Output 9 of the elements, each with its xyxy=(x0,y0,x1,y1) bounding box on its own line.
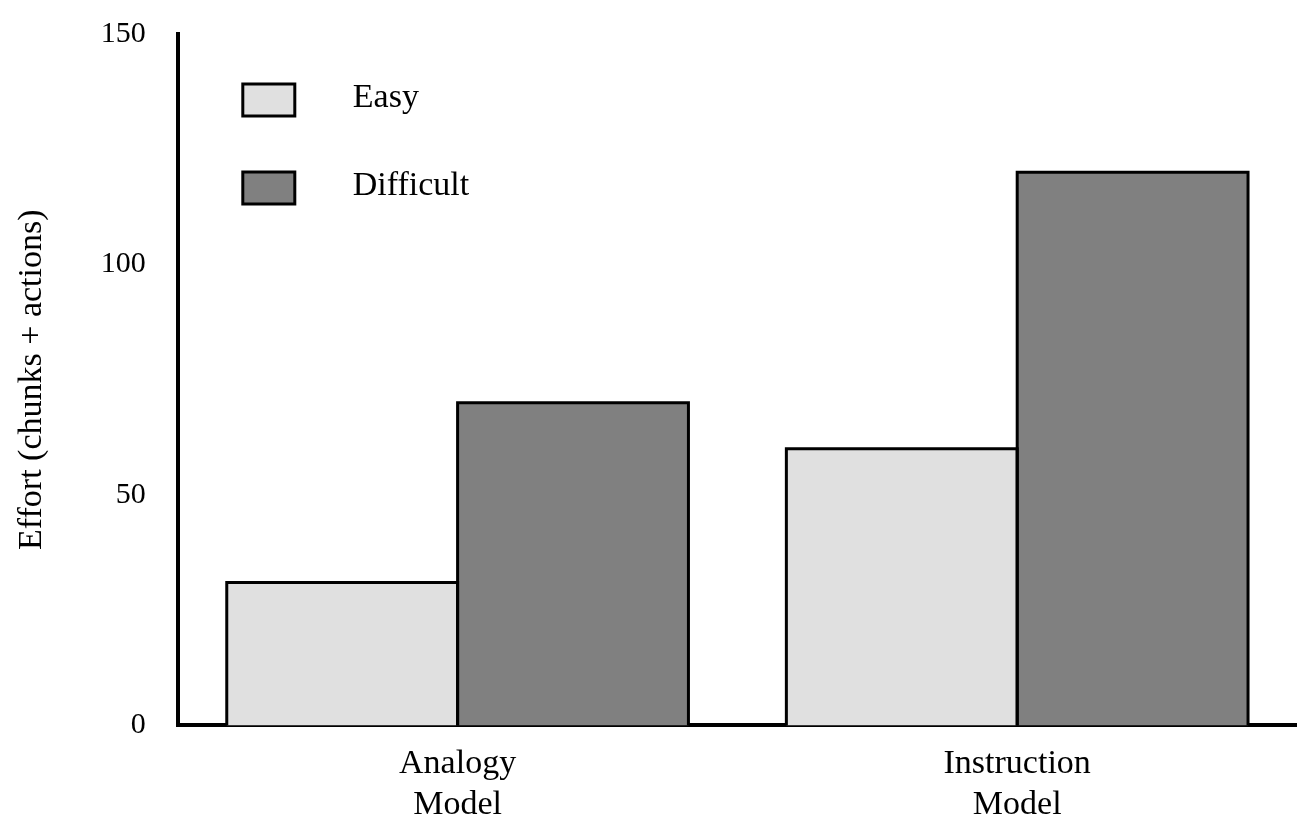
y-tick-label: 150 xyxy=(100,14,146,48)
legend-label: Difficult xyxy=(352,164,470,202)
y-tick-label: 50 xyxy=(115,475,146,509)
x-tick-label: Instruction Model xyxy=(943,742,1091,821)
y-axis-title: Effort (chunks + actions) xyxy=(11,209,50,550)
y-tick-label: 100 xyxy=(100,245,146,279)
legend-label: Easy xyxy=(352,76,419,114)
y-tick-label: 0 xyxy=(130,706,146,740)
x-tick-label: Analogy Model xyxy=(399,742,517,821)
